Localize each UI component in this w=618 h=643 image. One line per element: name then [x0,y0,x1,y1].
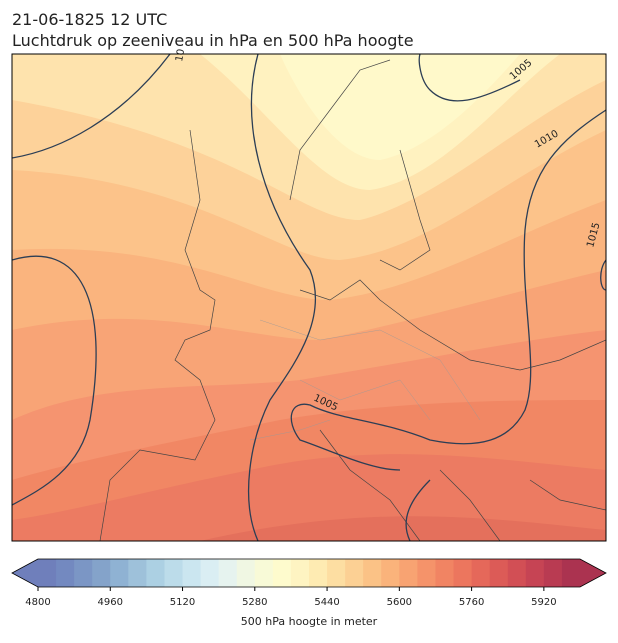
colorbar-tick-label: 4960 [98,597,123,608]
colorbar-segment [435,559,455,587]
colorbar-segment [92,559,111,587]
colorbar-tick-label: 5440 [314,597,339,608]
colorbar-tick-label: 5920 [531,597,556,608]
colorbar-tick-label: 5120 [170,597,195,608]
colorbar: 4800 4960 5120 5280 5440 5600 5760 5920 [11,558,607,608]
colorbar-segment [561,559,581,587]
colorbar-segment [272,559,292,587]
colorbar-segment [327,559,346,587]
colorbar-segment [146,559,165,587]
colorbar-segment [38,559,57,587]
colorbar-segment [399,559,418,587]
colorbar-segment [128,559,147,587]
colorbar-segment [236,559,256,587]
colorbar-segment [218,559,238,587]
colorbar-segment [453,559,473,587]
colorbar-segment [164,559,184,587]
colorbar-segment [381,559,400,587]
colorbar-segment [290,559,310,587]
title-date: 21-06-1825 12 UTC [12,10,167,29]
colorbar-segment [182,559,202,587]
colorbar-extend-high [580,559,606,587]
colorbar-segment [471,559,491,587]
colorbar-label: 500 hPa hoogte in meter [241,615,378,628]
colorbar-segment [56,559,75,587]
colorbar-segment [200,559,220,587]
colorbar-segment [363,559,382,587]
colorbar-tick-label: 5600 [387,597,412,608]
colorbar-segment [309,559,328,587]
colorbar-segment [417,559,436,587]
colorbar-segment [543,559,563,587]
colorbar-extend-low [12,559,38,587]
colorbar-segment [254,559,274,587]
colorbar-tick-label: 4800 [25,597,50,608]
contour-label: 10 [174,48,187,62]
colorbar-segment [489,559,509,587]
map-area [12,54,606,541]
colorbar-segment [507,559,527,587]
map-frame [11,53,607,542]
colorbar-tick-label: 5280 [242,597,267,608]
colorbar-segment [74,559,93,587]
colorbar-segment [525,559,545,587]
title: Luchtdruk op zeeniveau in hPa en 500 hPa… [12,31,414,50]
colorbar-outline [11,558,607,588]
colorbar-tick-label: 5760 [459,597,484,608]
colorbar-segment [110,559,129,587]
colorbar-segment [345,559,364,587]
